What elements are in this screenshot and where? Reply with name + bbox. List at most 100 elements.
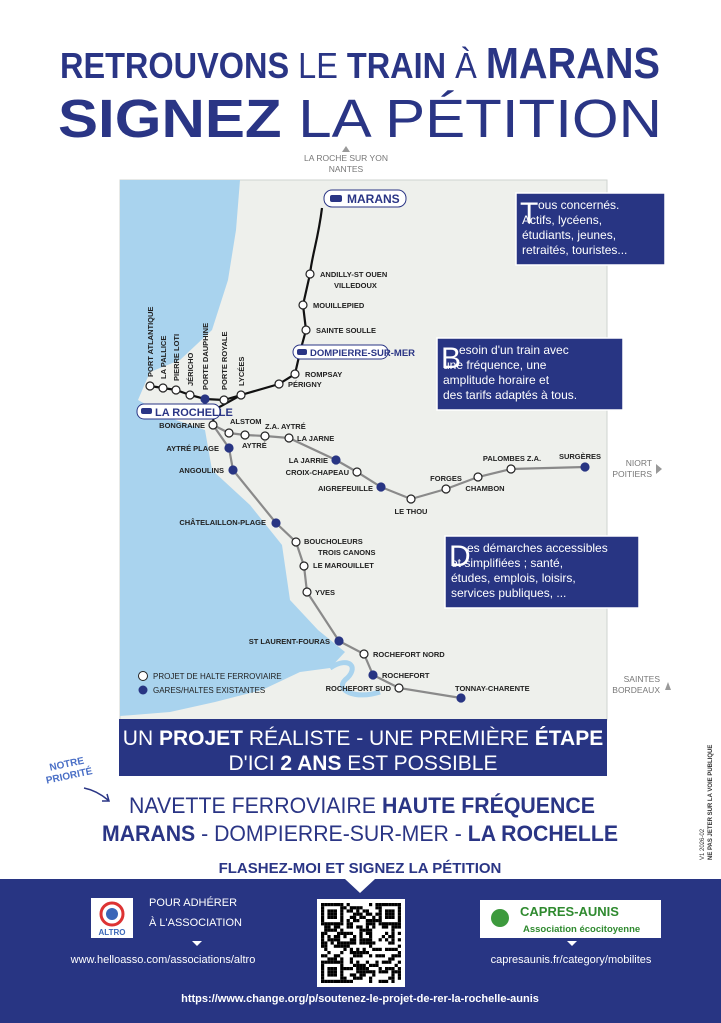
qr-module	[333, 935, 337, 939]
pointer	[345, 879, 375, 893]
qr-module	[388, 909, 392, 913]
qr-module	[385, 912, 389, 916]
qr-module	[340, 928, 344, 932]
qr-module	[340, 915, 344, 919]
station-marker	[291, 537, 301, 547]
capres-logo	[480, 900, 661, 938]
qr-module	[359, 976, 363, 980]
qr-module	[353, 906, 357, 910]
station-label: TONNAY-CHARENTE	[455, 684, 530, 693]
qr-module	[378, 970, 382, 974]
qr-module	[353, 954, 357, 958]
qr-module	[369, 922, 373, 926]
capres-url[interactable]: capresaunis.fr/category/mobilites	[491, 954, 652, 966]
station-marker	[260, 431, 270, 441]
qr-module	[375, 963, 379, 967]
qr-module	[385, 979, 389, 983]
info-text: et simplifiées ; santé,	[451, 556, 563, 570]
qr-module	[369, 979, 373, 983]
qr-module	[353, 938, 357, 942]
qr-module	[394, 903, 398, 907]
call-to-action: FLASHEZ-MOI ET SIGNEZ LA PÉTITION	[219, 860, 502, 877]
station-label: ROCHEFORT NORD	[373, 650, 445, 659]
qr-module	[324, 960, 328, 964]
qr-module	[330, 903, 334, 907]
info-text: ous concernés.	[538, 198, 619, 212]
capres-name: CAPRES-AUNIS	[520, 904, 619, 919]
qr-module	[333, 970, 337, 974]
qr-module	[391, 973, 395, 977]
station-marker	[580, 462, 590, 472]
station-label: SURGÈRES	[559, 452, 601, 461]
qr-module	[330, 941, 334, 945]
qr-module	[321, 944, 325, 948]
info-initial: B	[441, 342, 461, 375]
terminus-label: LA ROCHELLE	[155, 407, 233, 419]
station-marker	[473, 472, 483, 482]
qr-module	[372, 947, 376, 951]
station-marker	[441, 484, 451, 494]
station-label: CROIX-CHAPEAU	[286, 468, 349, 477]
qr-module	[321, 912, 325, 916]
qr-module	[372, 925, 376, 929]
qr-module	[321, 963, 325, 967]
qr-module	[388, 941, 392, 945]
qr-module	[378, 912, 382, 916]
qr-module	[333, 944, 337, 948]
banner-line: D'ICI 2 ANS EST POSSIBLE	[229, 752, 498, 775]
station-label: PORTE DAUPHINE	[201, 323, 210, 390]
qr-module	[385, 960, 389, 964]
qr-module	[333, 960, 337, 964]
qr-module	[397, 922, 401, 926]
qr-module	[391, 947, 395, 951]
qr-module	[359, 928, 363, 932]
qr-module	[369, 912, 373, 916]
station-label: LA JARRIE	[289, 456, 328, 465]
qr-module	[346, 967, 350, 971]
qr-module	[346, 925, 350, 929]
qr-module	[359, 941, 363, 945]
qr-module	[365, 931, 369, 935]
qr-module	[349, 947, 353, 951]
banner-word: RÉALISTE - UNE PREMIÈRE	[249, 727, 529, 750]
banner-word: D'ICI	[229, 752, 275, 775]
qr-module	[362, 967, 366, 971]
priority-word: LA ROCHELLE	[468, 821, 618, 846]
terminus-label: MARANS	[347, 192, 400, 206]
station-label: ROMPSAY	[305, 370, 342, 379]
altro-url[interactable]: www.helloasso.com/associations/altro	[70, 954, 256, 966]
qr-module	[385, 931, 389, 935]
qr-module	[337, 938, 341, 942]
qr-module	[359, 906, 363, 910]
qr-module	[333, 954, 337, 958]
qr-module	[327, 960, 331, 964]
qr-module	[353, 941, 357, 945]
qr-module	[349, 915, 353, 919]
qr-module	[340, 919, 344, 923]
qr-module	[321, 954, 325, 958]
qr-module	[333, 922, 337, 926]
qr-module	[330, 909, 334, 913]
qr-module	[397, 944, 401, 948]
qr-module	[397, 909, 401, 913]
qr-module	[397, 931, 401, 935]
qr-module	[397, 973, 401, 977]
qr-module	[397, 912, 401, 916]
qr-module	[375, 906, 379, 910]
qr-module	[397, 938, 401, 942]
map-sea	[120, 180, 345, 716]
qr-module	[349, 922, 353, 926]
qr-module	[369, 954, 373, 958]
train-icon	[141, 408, 152, 414]
station-label: CHÂTELAILLON-PLAGE	[179, 518, 266, 527]
station-marker	[302, 587, 312, 597]
qr-module	[330, 912, 334, 916]
qr-module	[372, 941, 376, 945]
qr-module	[321, 922, 325, 926]
qr-module	[365, 909, 369, 913]
station-marker	[158, 383, 168, 393]
petition-url[interactable]: https://www.change.org/p/soutenez-le-pro…	[181, 993, 539, 1005]
qr-module	[353, 915, 357, 919]
qr-module	[356, 960, 360, 964]
qr-module	[327, 912, 331, 916]
